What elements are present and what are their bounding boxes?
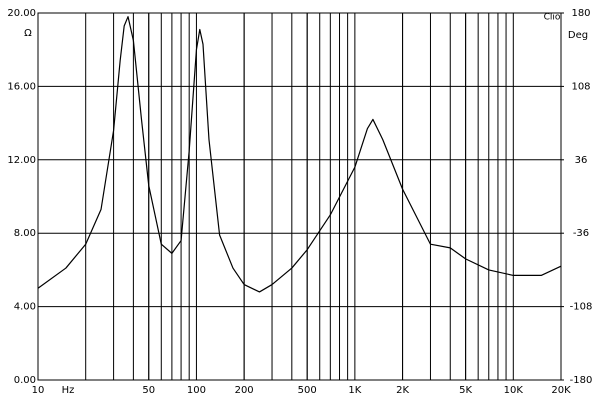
x-tick-label: 500 <box>298 385 317 396</box>
x-tick-label: 50 <box>142 385 155 396</box>
x-tick-label: 10 <box>32 385 45 396</box>
x-tick-label: 10K <box>504 385 524 396</box>
x-unit: Hz <box>62 385 75 396</box>
x-tick-label: 200 <box>235 385 254 396</box>
x-tick-label: 1K <box>348 385 361 396</box>
y2-tick-label: 180 <box>571 8 590 19</box>
y-tick-label: 20.00 <box>7 8 36 19</box>
y-tick-label: 4.00 <box>14 302 36 313</box>
y2-tick-label: -108 <box>570 302 593 313</box>
plot-frame <box>37 12 562 381</box>
x-tick-label: 5K <box>459 385 472 396</box>
y-unit: Ω <box>24 28 32 39</box>
y-tick-label: 0.00 <box>14 375 36 386</box>
impedance-curve <box>37 16 562 293</box>
y2-tick-label: -36 <box>573 228 589 239</box>
y-tick-label: 12.00 <box>7 155 36 166</box>
x-tick-label: 100 <box>187 385 206 396</box>
x-tick-label: 2K <box>396 385 409 396</box>
y2-tick-label: 108 <box>571 81 590 92</box>
y2-tick-label: -180 <box>570 375 593 386</box>
x-tick-label: 20K <box>551 385 571 396</box>
y2-tick-label: 36 <box>575 155 588 166</box>
brand: Clio <box>544 13 561 23</box>
y-tick-label: 8.00 <box>14 228 36 239</box>
y-tick-label: 16.00 <box>7 81 36 92</box>
y2-unit: Deg <box>568 30 588 41</box>
